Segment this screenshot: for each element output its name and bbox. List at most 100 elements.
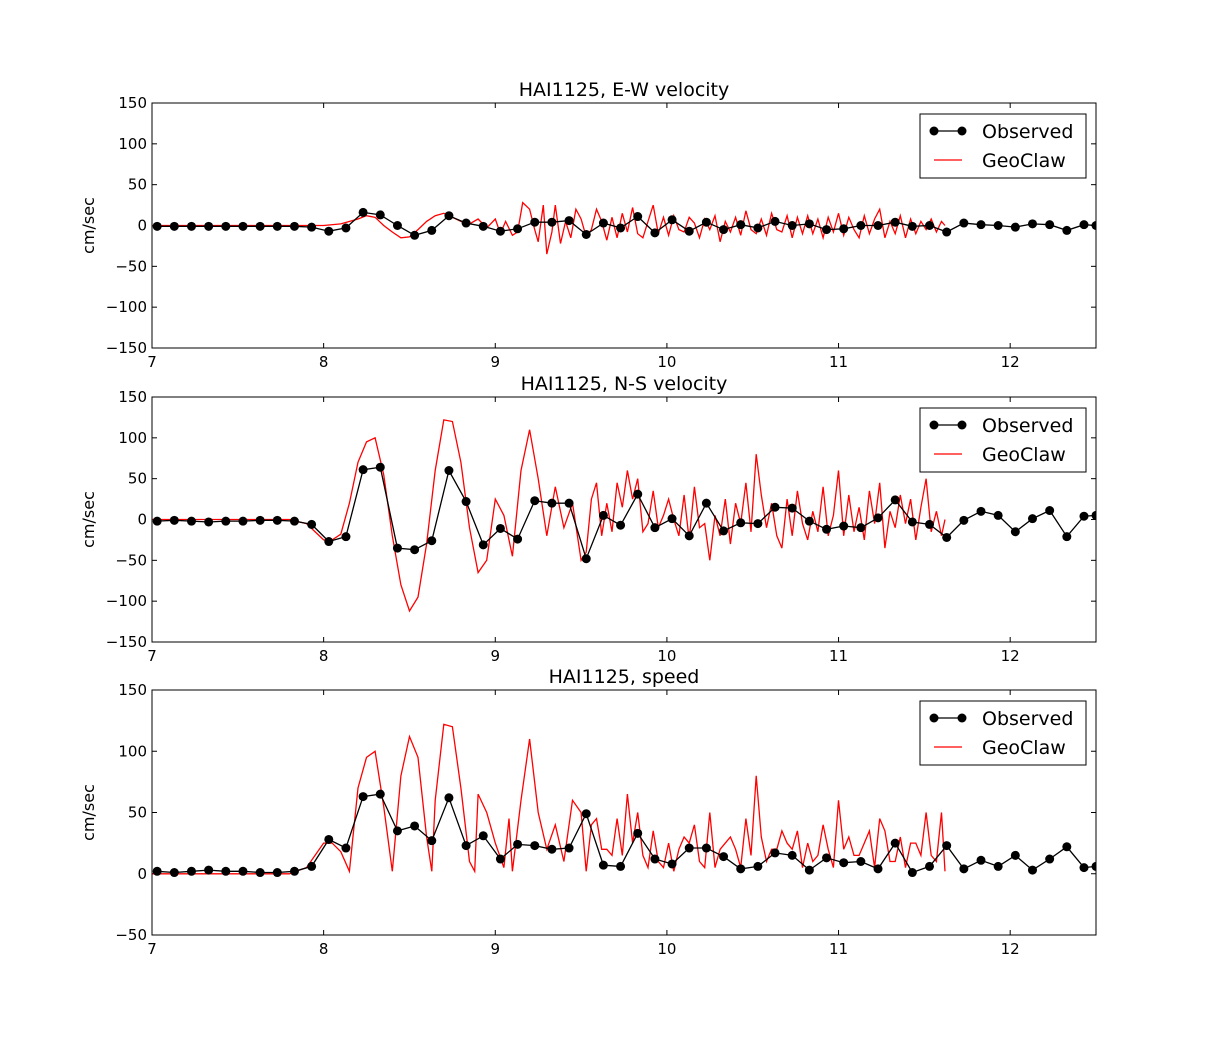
observed-point: [1010, 222, 1020, 232]
observed-point: [890, 495, 900, 505]
observed-point: [581, 554, 591, 564]
observed-point: [204, 865, 214, 875]
observed-point: [152, 221, 162, 231]
geoclaw-line: [152, 419, 946, 613]
x-tick-label: 7: [147, 940, 157, 958]
observed-point: [204, 221, 214, 231]
x-tick-label: 11: [829, 647, 848, 665]
observed-point: [513, 534, 523, 544]
chart-title: HAI1125, N-S velocity: [521, 373, 728, 395]
axes-frame: [151, 102, 1097, 349]
observed-point: [976, 855, 986, 865]
observed-point: [839, 521, 849, 531]
observed-point: [169, 515, 179, 525]
observed-point: [907, 868, 917, 878]
observed-point: [839, 858, 849, 868]
legend-observed-label: Observed: [982, 708, 1073, 730]
observed-point: [925, 861, 935, 871]
plot-area: [152, 723, 1096, 878]
observed-point: [667, 859, 677, 869]
y-tick-label: −150: [106, 633, 147, 651]
y-tick-label: 0: [137, 865, 147, 883]
y-tick-label: 150: [118, 681, 147, 699]
axes-frame: [151, 689, 1097, 936]
observed-point: [513, 839, 523, 849]
observed-point: [1010, 850, 1020, 860]
observed-point: [873, 513, 883, 523]
observed-point: [993, 510, 1003, 520]
observed-point: [513, 224, 523, 234]
observed-point: [307, 519, 317, 529]
observed-point: [238, 221, 248, 231]
legend: Observed GeoClaw: [919, 113, 1087, 179]
x-tick-label: 7: [147, 647, 157, 665]
x-tick-label: 9: [490, 940, 500, 958]
x-tick-label: 11: [829, 940, 848, 958]
observed-point: [856, 523, 866, 533]
observed-point: [650, 523, 660, 533]
chart-panel-2: HAI1125, N-S velocity cm/sec 7 8 9 10 11 12 −150…: [79, 373, 1097, 665]
observed-point: [530, 496, 540, 506]
observed-point: [856, 857, 866, 866]
y-tick-label: 150: [118, 388, 147, 406]
chart-title: HAI1125, speed: [549, 666, 700, 688]
observed-point: [392, 826, 402, 836]
legend-box: [919, 700, 1087, 766]
observed-point: [993, 861, 1003, 871]
observed-point: [1079, 863, 1089, 873]
observed-point: [1079, 511, 1089, 521]
x-tick-label: 9: [490, 647, 500, 665]
observed-point: [289, 221, 299, 231]
observed-point: [358, 207, 368, 217]
observed-point: [804, 219, 814, 229]
observed-point: [530, 841, 540, 851]
observed-point: [1010, 527, 1020, 537]
observed-point: [1027, 514, 1037, 524]
observed-point: [633, 212, 643, 222]
observed-point: [650, 228, 660, 238]
legend-observed-marker: [957, 126, 967, 136]
y-tick-label: 150: [118, 94, 147, 112]
legend-observed-label: Observed: [982, 415, 1073, 437]
legend-observed-marker: [929, 420, 939, 430]
observed-point: [890, 217, 900, 227]
observed-point: [1027, 219, 1037, 229]
legend-observed-marker: [929, 126, 939, 136]
observed-point: [547, 217, 557, 227]
observed-point: [272, 515, 282, 525]
observed-point: [1062, 225, 1072, 235]
observed-point: [650, 854, 660, 864]
x-tick-label: 7: [147, 353, 157, 371]
observed-point: [358, 465, 368, 475]
observed-point: [238, 516, 248, 526]
observed-point: [530, 217, 540, 227]
y-axis-label: cm/sec: [79, 197, 98, 254]
legend-box: [919, 113, 1087, 179]
y-tick-label: −50: [115, 551, 147, 569]
observed-point: [410, 545, 420, 555]
y-tick-label: 50: [128, 804, 147, 822]
observed-point: [787, 850, 797, 860]
y-tick-label: 50: [128, 470, 147, 488]
legend: Observed GeoClaw: [919, 700, 1087, 766]
observed-point: [581, 809, 591, 819]
observed-point: [907, 517, 917, 527]
observed-point: [684, 226, 694, 236]
y-tick-label: 100: [118, 742, 147, 760]
observed-point: [324, 834, 334, 844]
observed-point: [324, 226, 334, 236]
observed-point: [169, 221, 179, 231]
observed-point: [633, 489, 643, 499]
observed-point: [701, 843, 711, 853]
observed-point: [1062, 842, 1072, 852]
observed-point: [822, 524, 832, 534]
legend-box: [919, 407, 1087, 473]
observed-point: [822, 225, 832, 235]
observed-point: [427, 536, 437, 546]
observed-point: [942, 841, 952, 851]
observed-point: [925, 519, 935, 529]
observed-point: [736, 518, 746, 528]
observed-point: [942, 227, 952, 237]
y-tick-label: 100: [118, 429, 147, 447]
observed-point: [736, 220, 746, 230]
